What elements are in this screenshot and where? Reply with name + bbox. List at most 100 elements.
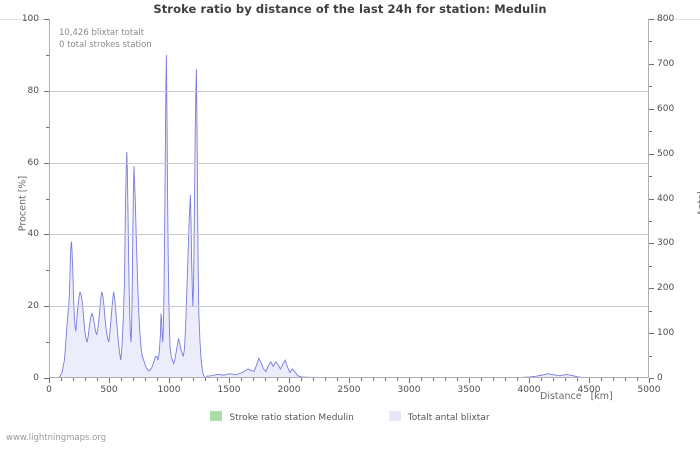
x-tick-2500	[349, 378, 350, 383]
x-tick-3800	[505, 378, 506, 381]
x-tick-2000	[289, 378, 290, 383]
y-right-tick-150	[649, 310, 652, 312]
y-right-tick-500	[649, 153, 654, 155]
x-tick-2900	[397, 378, 398, 381]
x-tick-300	[85, 378, 86, 381]
y-left-label-80: 80	[27, 85, 39, 96]
y-axis-left-title: Procent [%]	[17, 175, 29, 232]
legend-item-total-strokes: Totalt antal blixtar	[388, 411, 490, 423]
x-tick-4500	[589, 378, 590, 383]
x-tick-1400	[217, 378, 218, 381]
x-tick-1900	[277, 378, 278, 381]
x-label-0: 0	[46, 385, 52, 395]
y-left-label-100: 100	[21, 14, 39, 24]
x-tick-3500	[469, 378, 470, 383]
x-label-3500: 3500	[457, 385, 481, 395]
x-tick-2700	[373, 378, 374, 381]
x-tick-1600	[241, 378, 242, 381]
y-right-tick-200	[649, 288, 654, 290]
x-tick-4600	[601, 378, 602, 381]
x-tick-1500	[229, 378, 230, 383]
x-label-3000: 3000	[397, 385, 421, 395]
x-tick-4800	[625, 378, 626, 381]
y-right-label-600: 600	[657, 103, 675, 114]
annotation-line-1: 10,426 blixtar totalt	[59, 28, 145, 38]
y-left-tick-30	[46, 270, 49, 272]
x-tick-4300	[565, 378, 566, 381]
x-tick-800	[145, 378, 146, 381]
x-tick-3600	[481, 378, 482, 381]
series-total-strokes	[58, 54, 583, 377]
x-label-2000: 2000	[277, 385, 301, 395]
x-tick-1000	[169, 378, 170, 383]
x-tick-2200	[313, 378, 314, 381]
y-right-tick-400	[649, 198, 654, 200]
x-label-500: 500	[100, 385, 118, 395]
x-tick-4100	[541, 378, 542, 381]
y-right-tick-700	[649, 63, 654, 65]
x-tick-400	[97, 378, 98, 381]
x-tick-1100	[181, 378, 182, 381]
x-tick-3700	[493, 378, 494, 381]
y-left-label-0: 0	[33, 373, 39, 383]
x-tick-4200	[553, 378, 554, 381]
x-tick-700	[133, 378, 134, 381]
x-axis-title: Distance [km]	[540, 391, 613, 402]
y-right-tick-50	[649, 355, 652, 357]
annotation-text: 10,426 blixtar totalt 0 total strokes sta…	[59, 28, 152, 51]
y-right-tick-650	[649, 86, 652, 88]
x-label-2500: 2500	[337, 385, 361, 395]
x-tick-4700	[613, 378, 614, 381]
legend-label-stroke-ratio: Stroke ratio station Medulin	[229, 413, 354, 423]
x-tick-4900	[637, 378, 638, 381]
x-label-1000: 1000	[157, 385, 181, 395]
footer-url: www.lightningmaps.org	[6, 433, 107, 443]
x-tick-3900	[517, 378, 518, 381]
gridline-y-20	[50, 306, 648, 308]
legend-swatch-stroke-ratio	[210, 411, 223, 421]
x-tick-1300	[205, 378, 206, 381]
y-right-tick-600	[649, 108, 654, 110]
chart-legend: Stroke ratio station Medulin Totalt anta…	[0, 411, 700, 423]
x-tick-500	[109, 378, 110, 383]
x-label-5000: 5000	[637, 385, 661, 395]
chart-title: Stroke ratio by distance of the last 24h…	[153, 2, 547, 16]
x-tick-3200	[433, 378, 434, 381]
y-left-tick-90	[46, 54, 49, 56]
x-tick-1800	[265, 378, 266, 381]
x-tick-3100	[421, 378, 422, 381]
gridline-y-60	[50, 162, 648, 164]
y-right-label-800: 800	[657, 14, 675, 24]
x-tick-5000	[649, 378, 650, 383]
y-left-label-60: 60	[27, 157, 39, 168]
y-left-tick-80	[44, 90, 49, 92]
x-label-4000: 4000	[517, 385, 541, 395]
y-right-label-500: 500	[657, 148, 675, 159]
x-label-1500: 1500	[217, 385, 241, 395]
x-tick-100	[61, 378, 62, 381]
y-right-tick-750	[649, 41, 652, 43]
legend-label-total-strokes: Totalt antal blixtar	[407, 413, 490, 423]
y-left-tick-100	[44, 19, 49, 20]
x-tick-3400	[457, 378, 458, 381]
y-right-label-700: 700	[657, 58, 675, 69]
y-right-tick-250	[649, 265, 652, 267]
x-tick-900	[157, 378, 158, 381]
gridline-y-80	[50, 90, 648, 92]
y-right-label-200: 200	[657, 283, 675, 294]
x-tick-0	[49, 378, 50, 383]
legend-swatch-total-strokes	[388, 411, 401, 421]
y-right-tick-550	[649, 131, 652, 133]
y-right-tick-350	[649, 220, 652, 222]
x-tick-2800	[385, 378, 386, 381]
x-tick-2100	[301, 378, 302, 381]
y-left-label-40: 40	[27, 229, 39, 240]
y-right-label-300: 300	[657, 238, 675, 249]
y-right-tick-300	[649, 243, 654, 245]
gridline-y-40	[50, 234, 648, 236]
y-right-label-0: 0	[657, 373, 663, 383]
y-left-tick-10	[46, 342, 49, 344]
y-right-tick-0	[649, 378, 654, 379]
y-right-label-400: 400	[657, 193, 675, 204]
